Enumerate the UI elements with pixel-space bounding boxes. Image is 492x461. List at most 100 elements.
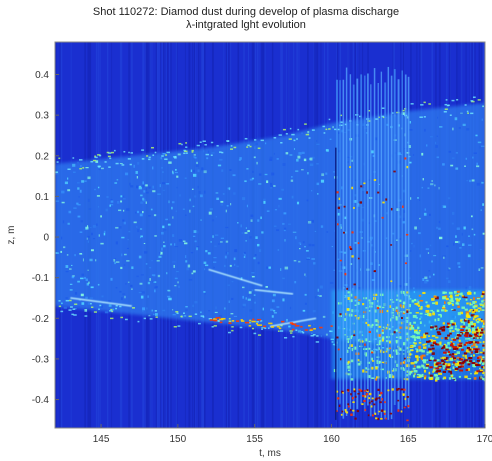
hot-pixel — [413, 321, 416, 324]
hot-pixel — [391, 370, 395, 372]
speckle — [226, 205, 229, 207]
hot-pixel — [471, 328, 476, 332]
max-pixel — [453, 357, 457, 360]
hot-pixel — [417, 326, 420, 330]
speckle — [81, 273, 84, 277]
speckle — [196, 247, 198, 251]
edge-speckle — [322, 125, 326, 128]
fringe-hot-pixel — [342, 231, 345, 234]
speckle — [154, 289, 156, 293]
speckle — [362, 123, 365, 127]
speckle — [443, 205, 447, 208]
edge-speckle — [107, 155, 111, 158]
edge-speckle — [378, 116, 380, 119]
edge-hot-streak — [309, 329, 313, 332]
hot-pixel — [447, 363, 451, 367]
hot-pixel — [470, 372, 472, 375]
hot-pixel — [446, 368, 450, 370]
hot-pixel — [456, 301, 459, 304]
max-pixel — [468, 357, 472, 360]
edge-speckle — [143, 317, 147, 320]
fringe-hot-pixel — [342, 391, 344, 394]
hot-pixel — [419, 321, 422, 324]
edge-hot-streak — [213, 318, 217, 320]
speckle — [471, 228, 474, 231]
max-pixel — [437, 333, 442, 336]
edge-speckle — [110, 308, 113, 311]
edge-speckle — [304, 123, 307, 125]
hot-pixel — [467, 337, 471, 340]
speckle — [319, 295, 322, 297]
speckle — [242, 295, 244, 299]
edge-speckle — [183, 312, 185, 314]
speckle — [151, 274, 156, 276]
speckle — [320, 225, 324, 228]
hot-pixel — [415, 312, 419, 314]
edge-speckle — [191, 151, 194, 153]
hot-pixel — [403, 368, 405, 371]
edge-speckle — [249, 145, 252, 148]
speckle — [178, 239, 182, 242]
fringe-hot-pixel — [341, 390, 344, 394]
edge-speckle — [119, 305, 122, 308]
speckle — [79, 231, 83, 233]
hot-pixel — [423, 377, 426, 380]
hot-pixel — [410, 328, 415, 330]
speckle — [331, 246, 334, 248]
edge-speckle — [109, 310, 113, 312]
fringe-hot-pixel — [349, 246, 352, 249]
fringe-hot-pixel — [406, 396, 409, 398]
speckle — [426, 144, 428, 147]
hot-pixel — [461, 294, 464, 297]
fringe-hot-pixel — [350, 408, 352, 411]
hot-pixel — [422, 373, 424, 378]
edge-speckle — [257, 147, 261, 150]
max-pixel — [428, 340, 431, 343]
speckle — [371, 150, 374, 154]
speckle — [200, 311, 202, 314]
edge-speckle — [368, 109, 371, 112]
hot-pixel — [420, 355, 424, 359]
hot-pixel — [460, 333, 462, 335]
speckle — [211, 152, 215, 154]
speckle — [245, 227, 247, 229]
speckle — [123, 264, 126, 266]
hot-pixel — [472, 301, 476, 304]
hot-pixel — [479, 304, 484, 306]
speckle — [462, 123, 466, 127]
fringe-hot-pixel — [389, 412, 393, 415]
fringe-hot-pixel — [352, 401, 355, 404]
speckle — [154, 286, 157, 288]
hot-pixel — [450, 300, 455, 303]
speckle — [194, 195, 197, 198]
hot-pixel — [467, 320, 470, 324]
fringe-hot-pixel — [368, 397, 371, 400]
max-pixel — [447, 351, 451, 354]
edge-speckle — [173, 326, 177, 328]
speckle — [139, 282, 143, 285]
speckle — [136, 176, 139, 179]
speckle — [340, 263, 342, 266]
speckle — [74, 308, 77, 310]
hot-pixel — [474, 371, 478, 375]
hot-pixel — [381, 329, 384, 332]
edge-speckle — [188, 315, 192, 318]
speckle — [122, 293, 126, 295]
hot-pixel — [459, 311, 464, 315]
speckle — [192, 304, 194, 308]
speckle — [103, 232, 106, 236]
speckle — [161, 247, 163, 251]
speckle — [409, 161, 412, 164]
hot-pixel — [416, 358, 419, 362]
speckle — [154, 313, 158, 316]
fringe-hot-pixel — [368, 331, 372, 333]
speckle — [159, 184, 161, 188]
edge-speckle — [185, 152, 188, 154]
speckle — [188, 278, 193, 281]
speckle — [378, 264, 381, 266]
speckle — [190, 169, 193, 173]
hot-pixel — [474, 308, 478, 312]
speckle — [322, 315, 326, 318]
x-tick-label: 170 — [477, 434, 492, 445]
hot-pixel — [349, 344, 354, 347]
